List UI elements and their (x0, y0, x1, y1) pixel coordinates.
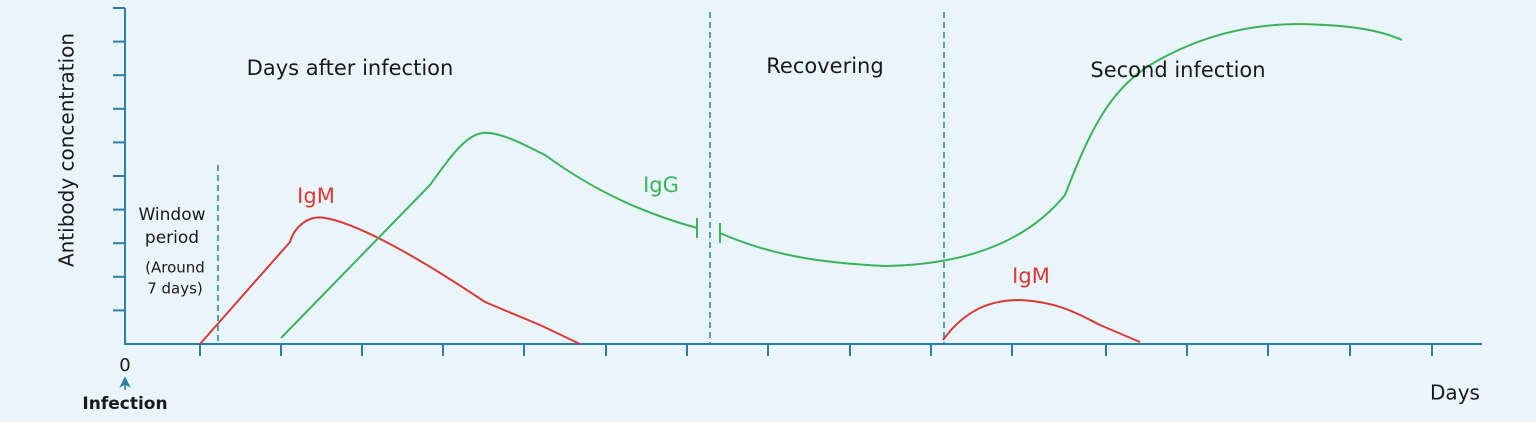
curve-label: IgG (643, 173, 679, 197)
curve-label: IgM (1012, 264, 1050, 288)
window-note: (Around (145, 259, 205, 277)
phase-label: Second infection (1090, 58, 1265, 82)
curve-label: IgM (297, 184, 335, 208)
origin-label: 0 (119, 355, 130, 376)
window-period: Window (138, 205, 205, 225)
phase-label: Recovering (766, 54, 883, 78)
igg-curve (719, 22, 1403, 268)
y-axis-label: Antibody concentration (55, 33, 79, 267)
x-axis-label: Days (1430, 381, 1480, 405)
window-note: 7 days) (147, 280, 203, 298)
phase-label: Days after infection (247, 56, 454, 80)
origin-arrow (119, 376, 131, 390)
x-ticks (199, 344, 1433, 356)
window-period: period (145, 228, 199, 248)
igg-curve (280, 131, 698, 339)
igm-curve (942, 298, 1141, 343)
y-ticks (113, 7, 125, 312)
axes (113, 7, 1482, 356)
igm-curve (199, 216, 581, 345)
origin-note: Infection (82, 394, 167, 414)
